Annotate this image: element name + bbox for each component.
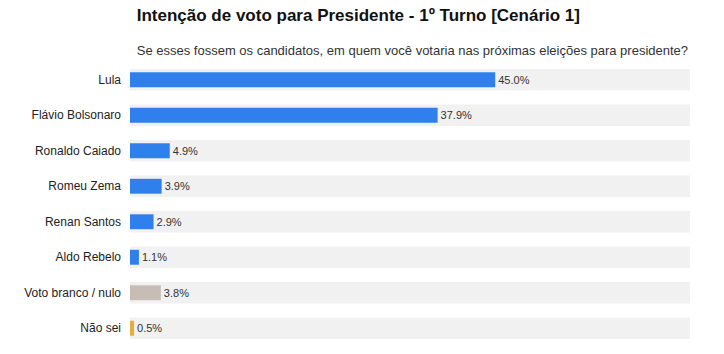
svg-text:Intenção de voto para Presiden: Intenção de voto para Presidente - 1º Tu… [137, 6, 580, 25]
svg-text:Lula: Lula [98, 73, 121, 87]
svg-text:2.9%: 2.9% [157, 216, 182, 228]
svg-text:1.1%: 1.1% [142, 251, 167, 263]
svg-text:45.0%: 45.0% [498, 74, 529, 86]
svg-text:Ronaldo Caiado: Ronaldo Caiado [35, 144, 121, 158]
svg-text:Se esses fossem os candidatos,: Se esses fossem os candidatos, em quem v… [137, 43, 688, 58]
svg-text:Romeu Zema: Romeu Zema [48, 179, 121, 193]
svg-text:3.8%: 3.8% [164, 287, 189, 299]
svg-text:Voto branco / nulo: Voto branco / nulo [24, 286, 121, 300]
svg-text:4.9%: 4.9% [173, 145, 198, 157]
svg-text:0.5%: 0.5% [137, 322, 162, 334]
svg-text:Aldo Rebelo: Aldo Rebelo [56, 250, 122, 264]
svg-text:3.9%: 3.9% [165, 180, 190, 192]
svg-text:Flávio Bolsonaro: Flávio Bolsonaro [32, 108, 122, 122]
svg-text:Não sei: Não sei [80, 321, 121, 335]
svg-text:Renan Santos: Renan Santos [45, 215, 121, 229]
svg-text:37.9%: 37.9% [441, 109, 472, 121]
